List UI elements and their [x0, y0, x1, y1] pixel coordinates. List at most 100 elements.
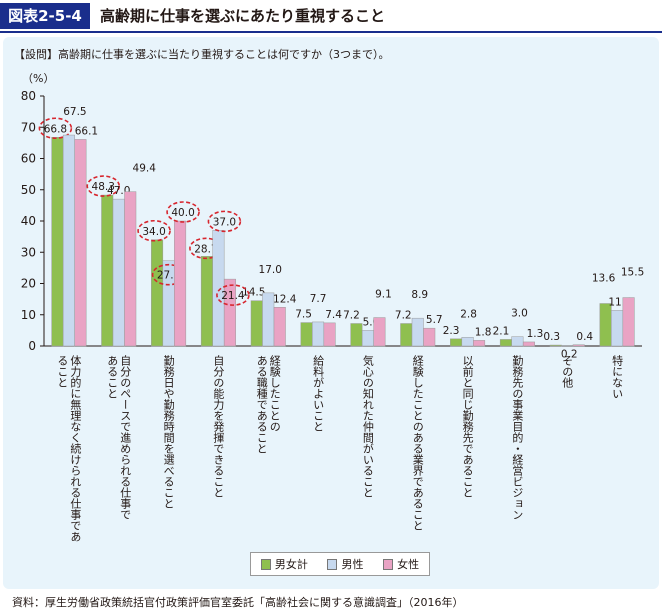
legend-label-female: 女性 — [397, 558, 420, 571]
bar-total — [151, 239, 164, 347]
survey-question: 【設問】高齢期に仕事を選ぶに当たり重視することは何ですか（3つまで）。 — [14, 48, 390, 61]
data-label: 37.0 — [213, 216, 236, 228]
bar-total — [300, 322, 313, 347]
highlight-circle — [38, 117, 73, 140]
category-label: あること — [106, 355, 119, 399]
data-label: 3.0 — [511, 308, 528, 320]
legend-swatch-total — [260, 558, 271, 570]
data-label: 0.4 — [576, 331, 593, 343]
bar-total — [549, 344, 562, 347]
highlight-circle — [207, 210, 242, 233]
category-label: 経験したことの — [268, 355, 281, 432]
bar-female — [572, 344, 585, 347]
category-label: 経験したことのある業界であること — [411, 355, 424, 531]
legend-label-male: 男性 — [341, 558, 364, 571]
data-label: 21.4 — [221, 290, 245, 302]
data-label: 7.2 — [343, 310, 360, 322]
category-label: 勤務日や勤務時間を選べること — [162, 355, 175, 509]
data-label: 13.6 — [592, 273, 616, 285]
bar-female — [124, 191, 137, 347]
data-label: 40.0 — [171, 207, 194, 219]
y-tick-label: 30 — [21, 245, 36, 259]
bar-total — [250, 300, 263, 347]
data-label: 2.3 — [443, 325, 460, 337]
data-label: 17.0 — [259, 264, 282, 276]
bar-total — [400, 323, 413, 347]
bar-male — [112, 198, 125, 347]
source-note: 資料：厚生労働省政策統括官付政策評価官室委託「高齢社会に関する意識調査」（201… — [12, 596, 464, 609]
data-label: 66.1 — [75, 125, 98, 137]
y-tick-label: 80 — [21, 89, 36, 103]
category-label: ること — [56, 355, 69, 388]
bar-female — [74, 139, 87, 347]
legend-item-total: 男女計 — [260, 556, 308, 572]
data-label: 49.4 — [133, 163, 157, 175]
bar-female — [273, 307, 286, 347]
legend-label-total: 男女計 — [274, 558, 308, 571]
data-label: 7.7 — [310, 293, 327, 305]
data-label: 1.3 — [527, 328, 544, 340]
category-label: 体力的に無理なく続けられる仕事であ — [69, 354, 82, 542]
data-label: 12.4 — [273, 293, 297, 305]
category-label: 気心の知れた仲間がいること — [361, 354, 374, 498]
data-label: 0.2 — [561, 348, 578, 360]
highlight-circle — [86, 175, 121, 197]
data-label: 34.0 — [142, 226, 165, 238]
bar-female — [423, 327, 436, 347]
bar-total — [200, 256, 213, 347]
bar-female — [323, 322, 336, 347]
data-label: 7.4 — [325, 309, 342, 321]
bar-female — [373, 317, 386, 347]
legend-item-male: 男性 — [327, 556, 363, 572]
data-label: 15.5 — [621, 267, 644, 279]
bar-male — [511, 336, 524, 347]
data-label: 0.3 — [543, 331, 560, 343]
data-label: 48.3 — [92, 181, 115, 193]
legend-swatch-male — [327, 558, 338, 570]
category-label: 自分のペースで進められる仕事で — [119, 355, 132, 520]
bar-total — [350, 323, 363, 347]
category-label: その他 — [561, 355, 574, 388]
bar-total — [101, 194, 114, 347]
data-label: 67.5 — [63, 106, 86, 118]
bar-male — [212, 230, 225, 347]
y-axis-unit-label: （%） — [22, 72, 55, 85]
bar-total — [499, 339, 512, 347]
highlight-circle — [137, 219, 171, 242]
data-label: 7.2 — [395, 310, 412, 322]
data-label: 28.7 — [194, 243, 217, 255]
bar-total — [599, 303, 612, 347]
bar-male — [411, 317, 424, 347]
bar-total — [51, 137, 64, 347]
bar-male — [62, 134, 75, 347]
bar-female — [223, 278, 236, 347]
bar-female — [174, 220, 187, 347]
figure-title: 高齢期に仕事を選ぶにあたり重視すること — [100, 7, 386, 25]
data-label: 66.8 — [44, 123, 67, 135]
bar-male — [561, 345, 574, 347]
legend-item-female: 女性 — [383, 556, 419, 572]
legend-swatch-female — [383, 558, 394, 570]
category-label: 特にない — [611, 354, 624, 399]
data-label: 7.5 — [295, 309, 312, 321]
bar-female — [622, 297, 635, 347]
data-label: 2.1 — [493, 325, 510, 337]
figure-header: 図表2-5-4 高齢期に仕事を選ぶにあたり重視すること — [0, 0, 662, 34]
highlight-circle — [216, 284, 250, 306]
category-label: 以前と同じ勤務先であること — [461, 355, 474, 498]
category-label: 勤務先の事業目的・経営ビジョン — [511, 355, 524, 520]
data-label: 2.8 — [460, 308, 477, 320]
chart-legend: 男女計 男性 女性 — [250, 552, 430, 576]
bar-female — [473, 340, 486, 347]
y-tick-label: 20 — [21, 277, 36, 291]
bar-male — [461, 337, 474, 347]
y-tick-label: 70 — [21, 120, 36, 134]
category-label: 自分の能力を発揮できること — [212, 355, 225, 498]
figure-number-badge: 図表2-5-4 — [0, 3, 90, 29]
data-label: 5.7 — [426, 314, 443, 326]
data-label: 9.1 — [375, 289, 392, 301]
data-label: 1.8 — [475, 326, 492, 338]
bar-total — [450, 338, 463, 347]
header-rule — [0, 31, 662, 33]
